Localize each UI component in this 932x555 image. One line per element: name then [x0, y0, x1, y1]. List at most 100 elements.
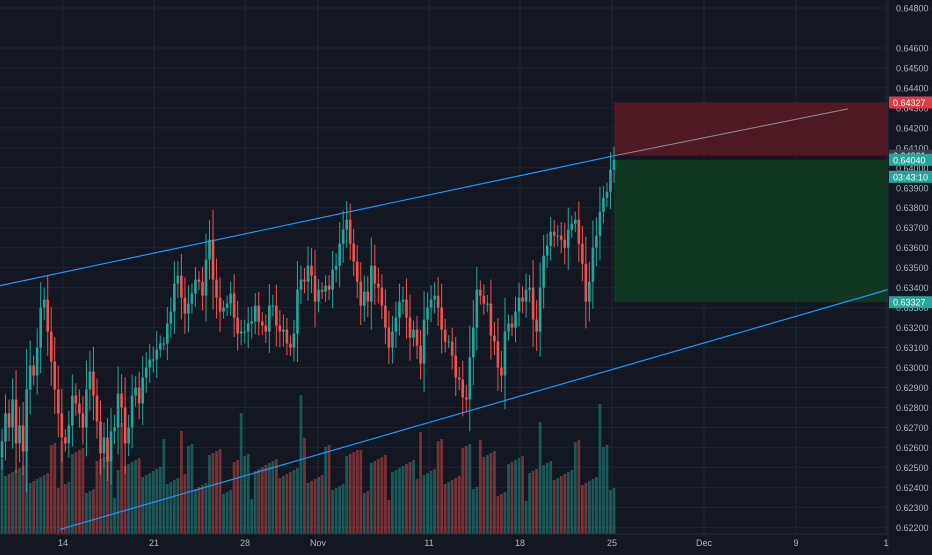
candle-body: [229, 293, 232, 304]
candle-body: [574, 219, 577, 224]
candle-body: [377, 283, 380, 288]
price-tick-label: 0.62300: [896, 503, 929, 513]
volume-bar: [450, 480, 454, 534]
volume-bar: [56, 488, 60, 534]
candle-body: [67, 425, 71, 444]
candle-body: [21, 425, 25, 452]
candle-body: [169, 311, 173, 324]
candle-body: [461, 379, 465, 398]
volume-bar: [598, 404, 602, 534]
candle-body: [401, 299, 405, 302]
channel-lines: [0, 108, 889, 530]
candle-body: [92, 371, 95, 396]
candle-body: [85, 389, 88, 428]
volume-bar: [99, 459, 102, 534]
candle-body: [362, 291, 366, 306]
volume-bar: [605, 445, 609, 534]
candle-body: [454, 355, 458, 378]
volume-bar: [503, 492, 507, 534]
volume-bar: [253, 471, 257, 534]
volume-bar: [433, 469, 437, 534]
candle-body: [436, 295, 440, 308]
candle-body: [373, 265, 377, 284]
price-tick-label: 0.62600: [896, 443, 929, 453]
candle-body: [239, 331, 243, 334]
volume-bar: [250, 499, 254, 534]
candle-body: [563, 239, 567, 248]
volume-bar: [179, 431, 183, 534]
volume-bar: [197, 487, 201, 534]
volume-bar: [70, 454, 74, 534]
candle-body: [49, 331, 53, 362]
volume-bar: [260, 467, 264, 534]
volume-bar: [324, 447, 327, 534]
candle-body: [598, 211, 602, 236]
candle-body: [151, 359, 155, 361]
price-tick-label: 0.64800: [896, 3, 929, 13]
volume-bar: [331, 490, 335, 534]
volume-bar: [243, 456, 247, 534]
time-tick-label: 21: [149, 538, 159, 548]
volume-bar: [32, 481, 36, 534]
volume-bar: [566, 472, 570, 534]
volume-bar: [281, 476, 285, 534]
position-zones: [614, 102, 888, 303]
volume-bar: [278, 478, 282, 534]
volume-bar: [313, 479, 317, 534]
volume-bar: [609, 490, 612, 534]
candle-body: [405, 299, 408, 318]
candle-body: [225, 303, 229, 308]
candle-body: [521, 297, 524, 302]
candle-body: [531, 287, 535, 320]
price-tick-label: 0.63600: [896, 243, 929, 253]
volume-bar: [528, 473, 531, 534]
candle-body: [183, 297, 187, 314]
time-tick-label: 11: [424, 538, 433, 548]
current-price-badge-bg: [889, 153, 932, 166]
volume-bar: [211, 453, 215, 534]
price-tick-label: 0.64500: [896, 63, 929, 73]
volume-bar: [500, 494, 503, 534]
volume-bar: [478, 440, 482, 534]
candle-body: [123, 407, 127, 444]
volume-bar: [521, 456, 524, 534]
volume-bar: [7, 474, 11, 534]
target-price-badge-bg: [889, 96, 932, 109]
volume-bar: [271, 461, 275, 534]
candle-body: [264, 325, 268, 332]
volume-bar: [471, 489, 475, 534]
volume-bar: [496, 496, 500, 534]
volume-bar: [556, 478, 560, 534]
volume-bar: [376, 459, 380, 534]
volume-bar: [415, 479, 419, 534]
volume-bar: [524, 501, 528, 534]
candle-body: [215, 279, 218, 298]
time-axis[interactable]: 14 21 28 Nov 11 18 25 Dec 9 1: [58, 538, 889, 548]
volume-bar: [120, 423, 123, 534]
volume-bar: [485, 455, 489, 534]
price-tick-label: 0.64200: [896, 123, 929, 133]
candle-body: [419, 345, 422, 364]
time-tick-label: Dec: [696, 538, 713, 548]
volume-bar: [440, 439, 444, 534]
candle-body: [391, 331, 394, 348]
price-tick-label: 0.63500: [896, 263, 929, 273]
volume-bar: [602, 447, 605, 534]
volume-bar: [303, 438, 306, 534]
time-tick-label: 28: [240, 538, 250, 548]
volume-bar: [123, 466, 127, 534]
volume-bar: [215, 451, 218, 534]
volume-bar: [162, 439, 166, 534]
candle-body: [433, 295, 436, 300]
volume-bar: [225, 492, 229, 534]
candle-body: [243, 331, 246, 333]
volume-bar: [405, 464, 408, 534]
candle-body: [271, 305, 275, 307]
candle-body: [479, 289, 482, 296]
volume-bar: [545, 463, 549, 534]
volume-bar: [92, 489, 95, 534]
candle-body: [60, 413, 64, 438]
volume-bar: [85, 493, 88, 534]
